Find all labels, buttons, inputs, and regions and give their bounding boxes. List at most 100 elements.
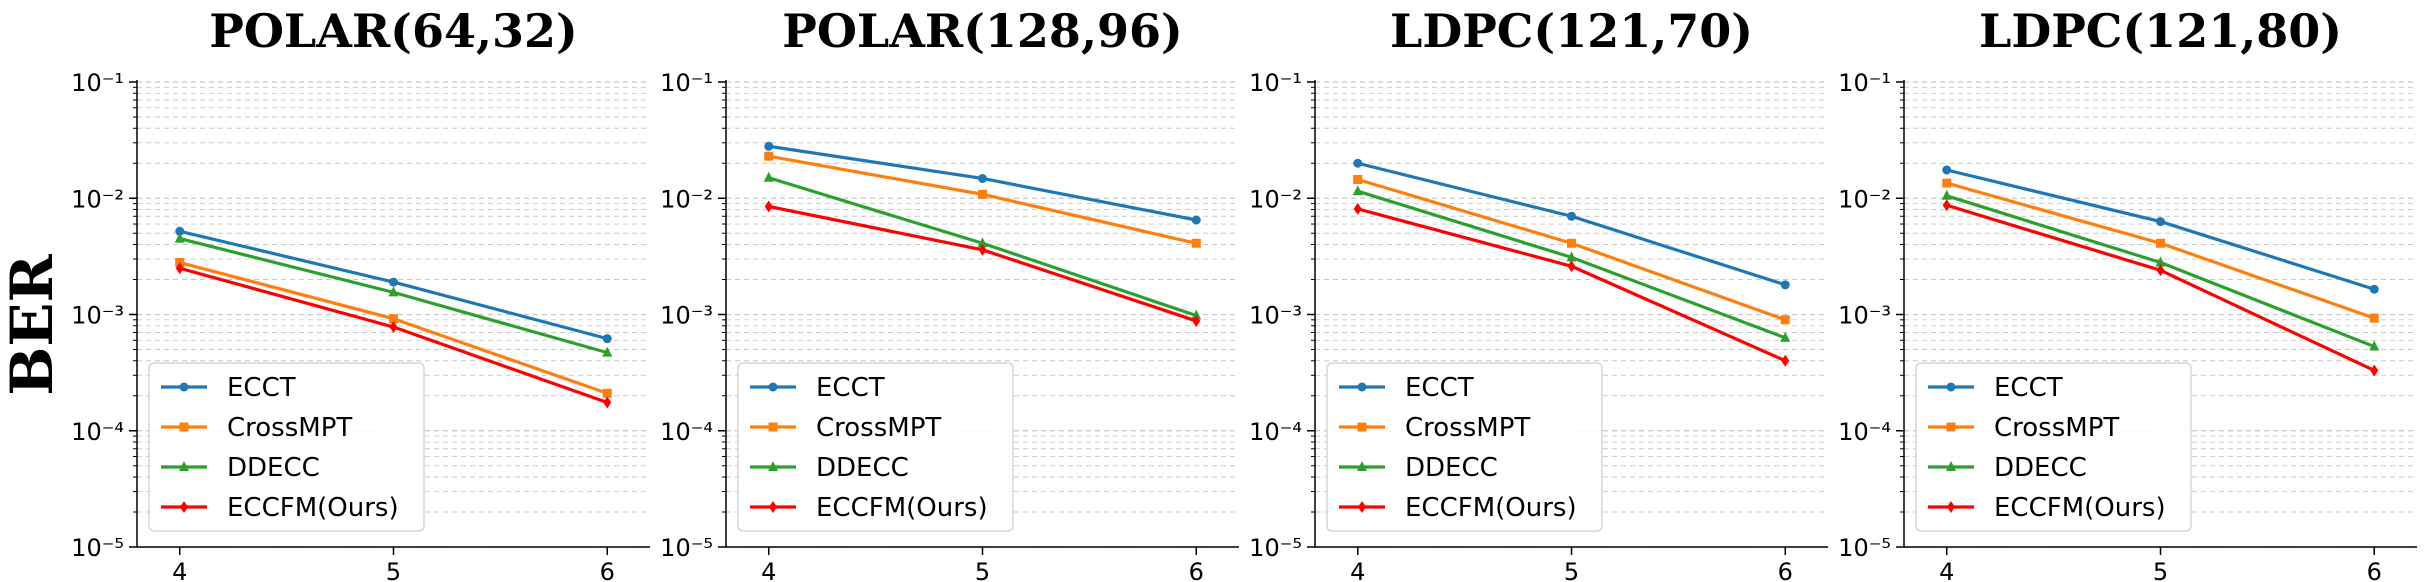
data-point — [1566, 251, 1577, 262]
x-tick-label: 5 — [2153, 558, 2168, 582]
data-point — [389, 321, 398, 334]
y-tick-label: 10⁻⁵ — [71, 534, 124, 562]
chart-panel-4: LDPC(121,80) 10⁻⁵ 10⁻⁴ 10⁻³ 10⁻² 10⁻¹ 4 5 6 ECCT C… — [1838, 4, 2417, 582]
legend-marker — [1357, 461, 1367, 471]
series-eccfm-ours- — [1353, 202, 1790, 367]
legend-item: CrossMPT — [1339, 413, 1530, 443]
x-tick-label: 4 — [1350, 558, 1365, 582]
y-tick-label: 10⁻¹ — [1838, 69, 1891, 97]
legend-item: ECCFM(Ours) — [161, 493, 399, 523]
legend-box — [737, 362, 1014, 532]
data-point — [389, 314, 398, 324]
series-ecct — [764, 141, 1201, 225]
legend-marker — [1946, 461, 1956, 471]
legend-marker — [768, 461, 778, 471]
series-line — [1946, 203, 2375, 372]
series-crossmpt — [764, 151, 1201, 248]
chart-panel-2: POLAR(128,96) 10⁻⁵ 10⁻⁴ 10⁻³ 10⁻² 10⁻¹ 4 5 6 ECCT… — [660, 4, 1239, 582]
legend-label: ECCT — [1994, 373, 2063, 403]
data-point — [978, 243, 987, 256]
legend-label: ECCT — [816, 373, 885, 403]
data-point — [603, 396, 612, 409]
legend-item: DDECC — [161, 453, 320, 483]
data-point — [1781, 354, 1790, 367]
chart-title: POLAR(64,32) — [209, 4, 578, 58]
chart-title: LDPC(121,80) — [1979, 4, 2342, 58]
legend-item: DDECC — [1339, 453, 1498, 483]
y-tick-label: 10⁻⁴ — [71, 418, 124, 446]
y-tick-label: 10⁻² — [1838, 185, 1891, 213]
series-ecct — [175, 226, 612, 344]
data-point — [1191, 238, 1201, 248]
legend-item: DDECC — [1928, 453, 2087, 483]
data-point — [1567, 211, 1576, 221]
data-point — [1191, 215, 1201, 225]
data-point — [1780, 331, 1791, 342]
legend-box — [1915, 362, 2192, 532]
y-axis-label: BER — [0, 253, 66, 395]
legend-item: ECCT — [750, 373, 885, 403]
legend-label: ECCT — [1405, 373, 1474, 403]
data-point — [2156, 264, 2165, 277]
data-point — [1942, 165, 1952, 175]
legend: ECCT CrossMPT DDECC ECCFM(Ours) — [1915, 362, 2192, 532]
y-tick-label: 10⁻¹ — [1249, 69, 1302, 97]
data-point — [1941, 189, 1952, 200]
series-ddecc — [174, 232, 613, 357]
legend-marker — [179, 422, 189, 432]
series-ddecc — [1941, 189, 2380, 351]
legend-item: ECCT — [161, 373, 296, 403]
data-point — [1942, 178, 1952, 188]
legend-label: DDECC — [1994, 453, 2087, 483]
series-line — [1357, 177, 1786, 322]
y-tick-label: 10⁻³ — [1249, 302, 1302, 330]
y-tick-label: 10⁻³ — [71, 302, 124, 330]
legend-marker — [1357, 382, 1367, 392]
y-tick-label: 10⁻⁴ — [660, 418, 713, 446]
data-point — [1192, 314, 1201, 327]
legend-marker — [1357, 422, 1367, 432]
legend-marker — [1947, 501, 1955, 513]
legend-label: ECCFM(Ours) — [1994, 493, 2166, 523]
y-tick-label: 10⁻² — [1249, 185, 1302, 213]
legend: ECCT CrossMPT DDECC ECCFM(Ours) — [148, 362, 425, 532]
legend-label: DDECC — [1405, 453, 1498, 483]
x-tick-label: 5 — [1564, 558, 1579, 582]
series-crossmpt — [1942, 178, 2379, 323]
y-tick-label: 10⁻³ — [660, 302, 713, 330]
series-eccfm-ours- — [764, 200, 1201, 327]
chart-title: LDPC(121,70) — [1390, 4, 1753, 58]
legend-marker — [179, 461, 189, 471]
legend: ECCT CrossMPT DDECC ECCFM(Ours) — [737, 362, 1014, 532]
data-point — [175, 226, 185, 236]
series-crossmpt — [1353, 174, 1790, 325]
legend-label: CrossMPT — [816, 413, 941, 443]
series-eccfm-ours- — [175, 262, 612, 409]
data-point — [1353, 174, 1363, 184]
legend-marker — [1358, 501, 1366, 513]
y-tick-label: 10⁻⁵ — [1838, 534, 1891, 562]
legend-item: ECCT — [1339, 373, 1474, 403]
legend-label: CrossMPT — [1994, 413, 2119, 443]
legend-box — [1326, 362, 1603, 532]
series-ddecc — [763, 171, 1202, 320]
y-tick-label: 10⁻² — [71, 185, 124, 213]
data-point — [2155, 256, 2166, 267]
y-tick-label: 10⁻³ — [1838, 302, 1891, 330]
data-point — [2370, 364, 2379, 377]
series-line — [768, 144, 1197, 222]
data-point — [2369, 313, 2379, 323]
data-point — [1780, 280, 1790, 290]
x-tick-label: 5 — [975, 558, 990, 582]
legend-label: DDECC — [227, 453, 320, 483]
data-point — [2156, 238, 2165, 248]
legend-marker — [1946, 422, 1956, 432]
legend-item: CrossMPT — [750, 413, 941, 443]
legend-item: CrossMPT — [161, 413, 352, 443]
chart-title: POLAR(128,96) — [782, 4, 1183, 58]
data-point — [174, 232, 185, 243]
x-tick-label: 6 — [2367, 558, 2382, 582]
data-point — [1353, 202, 1362, 215]
y-tick-label: 10⁻⁵ — [660, 534, 713, 562]
